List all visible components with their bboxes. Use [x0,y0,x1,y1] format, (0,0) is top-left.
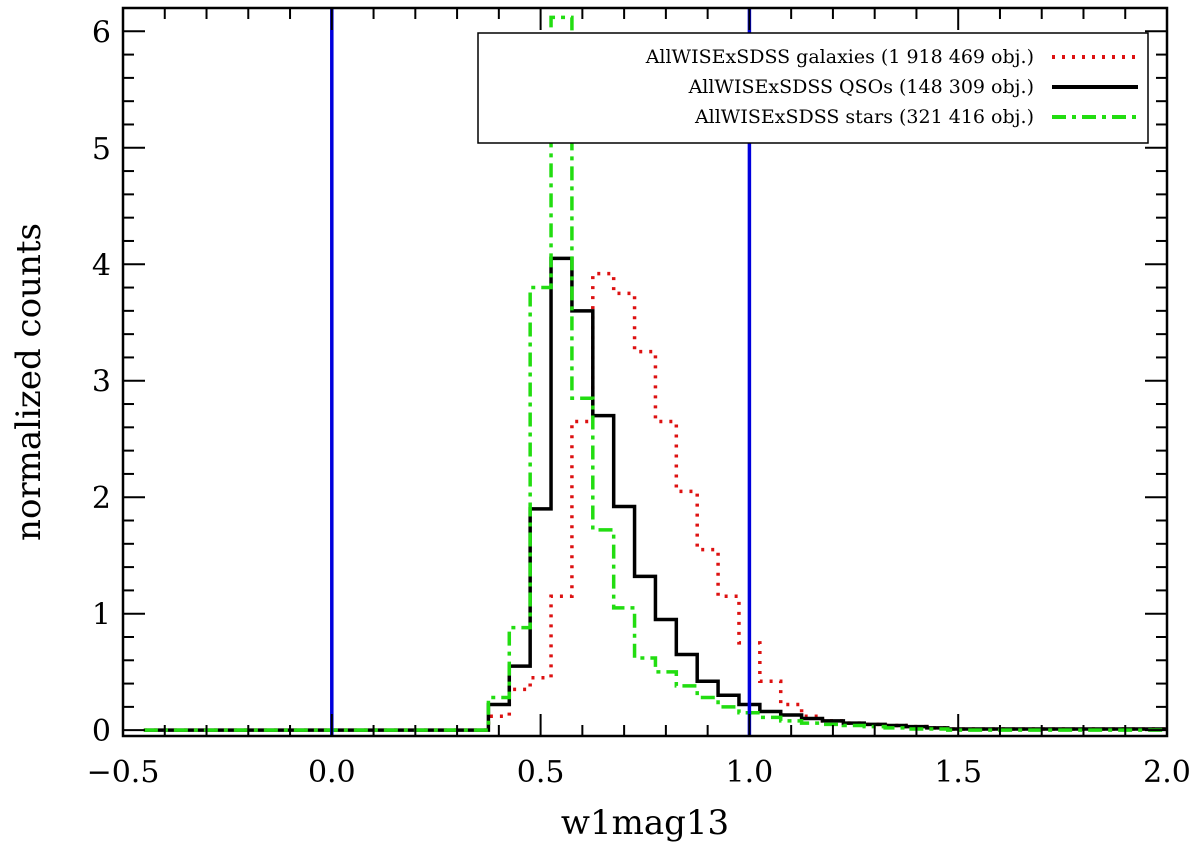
x-tick-label: −0.5 [87,755,160,790]
series-line-1 [143,256,1167,732]
y-axis-label: normalized counts [9,223,49,541]
x-tick-label: 2.0 [1143,755,1191,790]
legend-label-1: AllWISExSDSS QSOs (148 309 obj.) [688,76,1034,98]
x-tick-label: 1.5 [934,755,982,790]
y-tick-label: 5 [92,132,111,167]
y-tick-label: 0 [92,714,111,749]
y-tick-label: 2 [92,481,111,516]
x-tick-label: 0.0 [308,755,356,790]
legend-box [477,32,1149,144]
legend-label-2: AllWISExSDSS stars (321 416 obj.) [694,106,1034,128]
series-line-0 [143,271,1167,732]
legend: AllWISExSDSS galaxies (1 918 469 obj.) Al… [477,32,1149,144]
y-tick-label: 3 [92,365,111,400]
y-tick-label: 6 [92,15,111,50]
y-tick-label: 4 [92,248,111,283]
x-tick-label: 0.5 [517,755,565,790]
x-tick-label: 1.0 [726,755,774,790]
x-axis-label: w1mag13 [561,803,729,843]
y-tick-label: 1 [92,598,111,633]
tick-labels: −0.5 0.0 0.5 1.0 1.5 2.0 0 1 2 3 4 5 6 [87,15,1191,790]
plot-frame [121,6,1169,738]
legend-label-0: AllWISExSDSS galaxies (1 918 469 obj.) [645,46,1034,68]
